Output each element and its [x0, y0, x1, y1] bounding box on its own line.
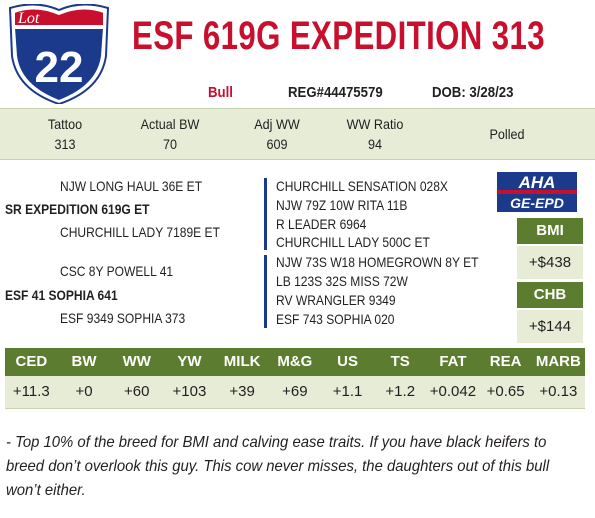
- epd-value: +11.3: [12, 383, 50, 400]
- index-value: +$144: [517, 310, 583, 343]
- epd-value: +60: [124, 383, 150, 400]
- epd-header: TS: [390, 353, 410, 370]
- title: ESF 619G EXPEDITION 313: [132, 14, 546, 58]
- pedigree-name: ESF 743 SOPHIA 020: [276, 311, 395, 327]
- pedigree-name: SR EXPEDITION 619G ET: [5, 201, 150, 217]
- epd-header-row: [5, 348, 585, 376]
- epd-value-row: [5, 376, 585, 409]
- epd-header: MILK: [223, 353, 261, 370]
- index-value: +$438: [517, 246, 583, 279]
- pedigree-name: NJW LONG HAUL 36E ET: [60, 178, 203, 194]
- pedigree-bracket: [264, 178, 267, 250]
- pedigree-name: CHURCHILL LADY 7189E ET: [60, 224, 220, 240]
- pedigree-name: ESF 9349 SOPHIA 373: [60, 310, 186, 326]
- epd-value: +0.65: [486, 383, 525, 400]
- pedigree-name: LB 123S 32S MISS 72W: [276, 273, 408, 289]
- sex: Bull: [208, 84, 233, 101]
- epd-value: +1.1: [332, 383, 363, 400]
- epd-header: YW: [177, 353, 202, 370]
- epd-header: WW: [122, 353, 151, 370]
- epd-header: M&G: [277, 353, 313, 370]
- logo-bottom: GE-EPD: [510, 195, 564, 211]
- epd-value: +0: [75, 383, 93, 400]
- epd-value: +39: [229, 383, 255, 400]
- aha-logo: AHA GE-EPD: [497, 172, 577, 212]
- stat-label: Tattoo: [47, 116, 83, 132]
- comment: - Top 10% of the breed for BMI and calvi…: [6, 434, 550, 499]
- lot-shield: Lot 22: [8, 4, 110, 104]
- pedigree-name: RV WRANGLER 9349: [276, 292, 396, 308]
- pedigree-name: ESF 41 SOPHIA 641: [5, 287, 118, 303]
- epd-value: +0.13: [539, 383, 578, 400]
- pedigree-name: CHURCHILL LADY 500C ET: [276, 234, 430, 250]
- pedigree-bracket: [264, 255, 267, 328]
- epd-header: MARB: [535, 353, 581, 370]
- index-name: BMI: [517, 218, 583, 244]
- index-name: CHB: [517, 282, 583, 308]
- lot-label: Lot: [17, 10, 40, 27]
- epd-header: FAT: [439, 353, 467, 370]
- dob: DOB: 3/28/23: [432, 84, 514, 101]
- stat-label: WW Ratio: [346, 116, 404, 132]
- stats-band: [0, 108, 595, 160]
- pedigree-name: CSC 8Y POWELL 41: [60, 263, 174, 279]
- epd-header: REA: [489, 353, 522, 370]
- logo-top: AHA: [518, 173, 556, 192]
- pedigree-name: CHURCHILL SENSATION 028X: [276, 178, 448, 194]
- epd-value: +1.2: [385, 383, 416, 400]
- epd-header: CED: [15, 353, 48, 370]
- stat-label: Actual BW: [140, 116, 200, 132]
- pedigree-name: NJW 73S W18 HOMEGROWN 8Y ET: [276, 254, 479, 270]
- epd-value: +103: [172, 383, 207, 400]
- stat-value: 70: [162, 136, 178, 152]
- stat-value: 609: [266, 136, 288, 152]
- pedigree-name: NJW 79Z 10W RITA 11B: [276, 197, 408, 213]
- stat-label: Polled: [489, 126, 525, 142]
- stat-value: 94: [367, 136, 383, 152]
- epd-value: +69: [282, 383, 308, 400]
- pedigree-name: R LEADER 6964: [276, 216, 367, 232]
- stat-value: 313: [54, 136, 76, 152]
- stat-label: Adj WW: [254, 116, 300, 132]
- lot-number: 22: [35, 43, 84, 92]
- epd-header: BW: [71, 353, 97, 370]
- epd-header: US: [337, 353, 358, 370]
- registration: REG#44475579: [288, 84, 383, 101]
- epd-value: +0.042: [429, 383, 477, 400]
